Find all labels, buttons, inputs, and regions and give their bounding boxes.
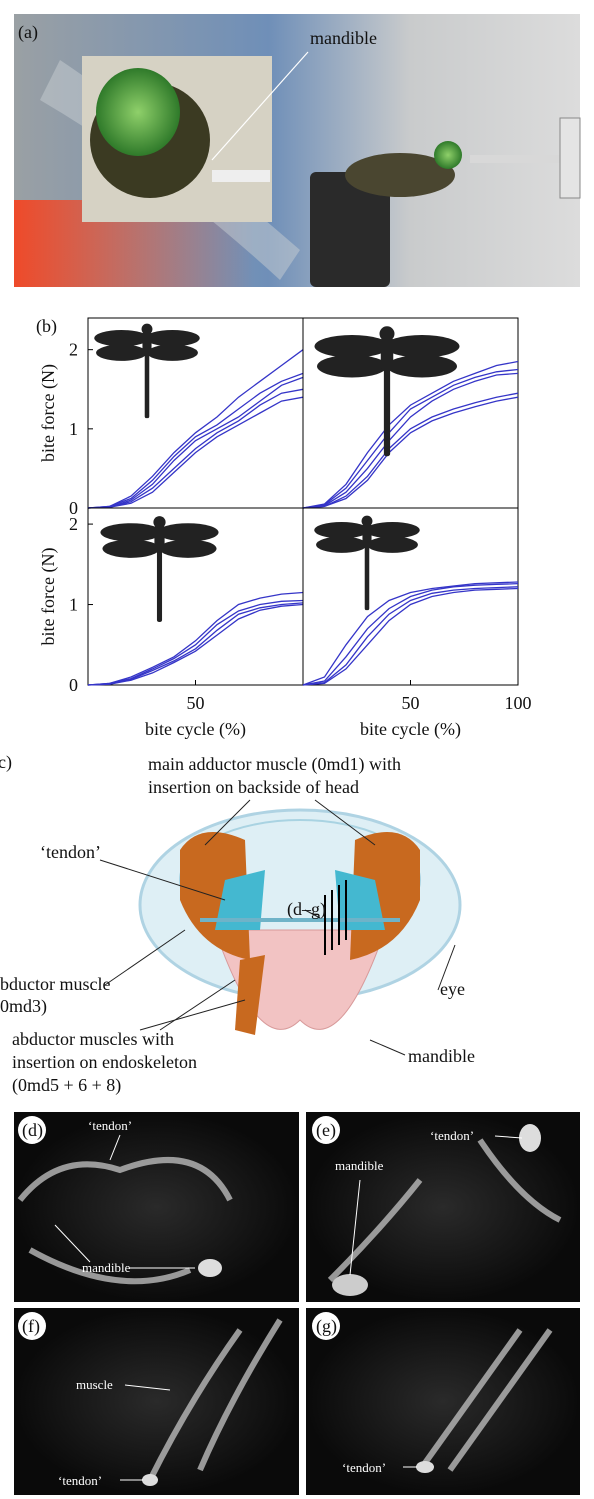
head-diagram: c) main adductor muscle (0md1) with inse… [0,752,475,1096]
y-tick-label: 1 [69,419,78,439]
annotation: ‘tendon’ [40,842,101,862]
line-series [88,397,303,508]
line-series [303,589,518,686]
line-series [303,373,518,508]
x-axis-label: bite cycle (%) [145,719,246,740]
annotation: (0md5 + 6 + 8) [12,1075,121,1096]
line-series [88,377,303,508]
line-series [303,393,518,508]
annotation: bductor muscle [0,974,110,994]
line-series [303,362,518,509]
panel-label: (b) [36,316,57,337]
panel-label: (e) [316,1120,336,1141]
panel-label: (g) [316,1316,337,1337]
ct-panels: (d) ‘tendon’ mandible (e) ‘tendon’ mandi… [14,1112,580,1495]
annotation: ‘tendon’ [342,1460,386,1475]
annotation: ‘tendon’ [430,1128,474,1143]
figure: (a) mandible (b) 012bite force (N)01250b… [0,0,594,1499]
y-axis-label: bite force (N) [38,548,59,646]
line-series [88,601,303,686]
annotation: mandible [82,1260,131,1275]
annotation: ‘tendon’ [58,1473,102,1488]
x-axis-label: bite cycle (%) [360,719,461,740]
line-series [88,350,303,508]
annotation: eye [440,979,465,999]
annotation: ‘tendon’ [88,1118,132,1133]
annotation: mandible [335,1158,384,1173]
panel-label: (a) [18,22,38,43]
x-tick-label: 50 [402,693,420,713]
annotation: mandible [310,28,377,48]
annotation: 0md3) [0,996,47,1017]
annotation: insertion on backside of head [148,777,359,797]
annotation: muscle [76,1377,113,1392]
annotation: main adductor muscle (0md1) with [148,754,401,775]
panel-label: (f) [22,1316,40,1337]
line-series [303,370,518,509]
panel-label: (d) [22,1120,43,1141]
panel-label: c) [0,752,12,773]
y-tick-label: 2 [69,514,78,534]
line-series [303,397,518,508]
y-tick-label: 1 [69,595,78,615]
annotation: insertion on endoskeleton [12,1052,197,1072]
line-series [303,584,518,685]
annotation: (d–g) [287,899,326,920]
y-tick-label: 2 [69,340,78,360]
x-tick-label: 100 [505,693,532,713]
line-series [303,587,518,685]
y-tick-label: 0 [69,675,78,695]
photo-panel: (a) mandible [14,14,580,287]
annotation: abductor muscles with [12,1029,174,1049]
x-tick-label: 50 [187,693,205,713]
annotation: mandible [408,1046,475,1066]
y-axis-label: bite force (N) [38,364,59,462]
